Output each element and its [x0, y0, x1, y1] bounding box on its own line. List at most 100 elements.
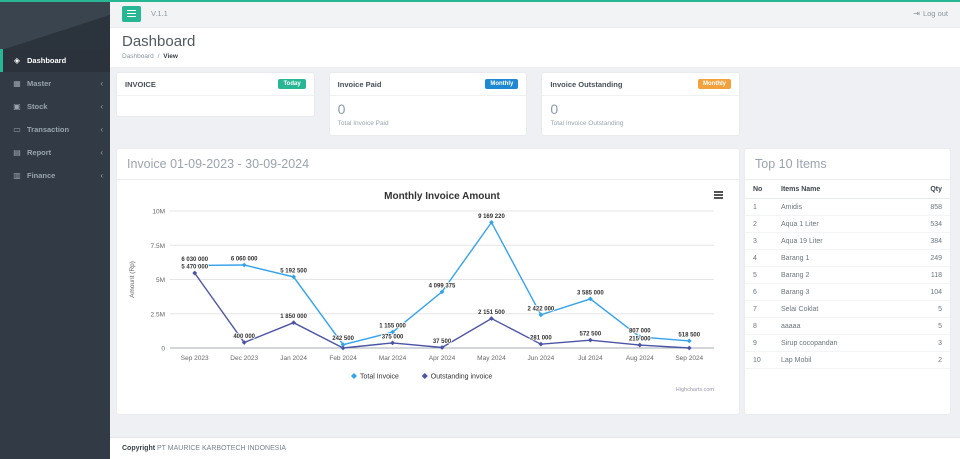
data-label: 6 060 000	[231, 257, 258, 263]
legend-label[interactable]: Total Invoice	[360, 374, 399, 381]
data-point[interactable]	[439, 345, 445, 351]
x-tick-label: Apr 2024	[429, 355, 456, 362]
sidebar-item-label: Stock	[27, 102, 48, 111]
data-label: 1 850 000	[280, 315, 307, 321]
legend-marker[interactable]	[421, 373, 428, 380]
sidebar-item-label: Dashboard	[27, 56, 67, 65]
breadcrumb: Dashboard / View	[122, 53, 948, 60]
table-row: 3 Aqua 19 Liter 384	[745, 232, 950, 251]
legend-label[interactable]: Outstanding invoice	[431, 374, 493, 381]
table-row: 1 Amidis 858	[745, 198, 950, 217]
file-icon: ▤	[13, 148, 21, 157]
data-point[interactable]	[340, 342, 346, 348]
data-label: 9 169 220	[478, 214, 505, 220]
data-point[interactable]	[538, 342, 544, 347]
cubes-icon: ▣	[13, 102, 21, 111]
data-point[interactable]	[192, 271, 198, 276]
data-label: 518 500	[678, 333, 700, 339]
data-point[interactable]	[637, 334, 643, 340]
chevron-left-icon: ‹	[100, 125, 103, 134]
menu-toggle-button[interactable]	[122, 5, 141, 22]
money-icon: ▥	[13, 171, 21, 180]
card-header: Invoice Outstanding Monthly	[542, 73, 740, 96]
top10-panel: Top 10 Items No Items Name Qty 1 Amidis 858 2…	[745, 149, 950, 415]
x-tick-label: Sep 2024	[675, 355, 703, 362]
x-tick-label: Aug 2024	[626, 355, 654, 362]
item-qty: 384	[901, 232, 950, 251]
item-qty: 249	[901, 249, 950, 268]
top10-col-qty: Qty	[901, 180, 950, 200]
item-name: Sirup cocopandan	[773, 334, 902, 353]
item-qty: 104	[901, 283, 950, 302]
row-no: 8	[745, 317, 773, 336]
data-label: 807 000	[629, 329, 651, 335]
data-point[interactable]	[390, 330, 395, 335]
sidebar: ◈ Dashboard ▦ Master ‹ ▣ Stock ‹ ▭ Transaction ‹ ▤ R…	[0, 0, 110, 459]
data-point[interactable]	[390, 340, 395, 346]
y-tick-label: 2.5M	[151, 312, 165, 319]
chart-context-menu-button[interactable]	[712, 189, 725, 201]
gem-icon: ◈	[13, 56, 21, 65]
data-point[interactable]	[686, 338, 692, 344]
row-no: 1	[745, 198, 773, 217]
data-point[interactable]	[291, 320, 297, 326]
data-label: 1 155 000	[379, 324, 406, 330]
breadcrumb-separator: /	[157, 53, 160, 60]
sidebar-item-dashboard[interactable]: ◈ Dashboard	[0, 49, 110, 72]
sidebar-item-transaction[interactable]: ▭ Transaction ‹	[0, 118, 110, 141]
invoice-chart-panel: Invoice 01-09-2023 - 30-09-2024 Monthly …	[117, 149, 739, 415]
footer-company-name: PT MAURICE KARBOTECH INDONESIA	[157, 445, 287, 452]
logout-link[interactable]: ⇥ Log out	[913, 9, 948, 18]
item-qty: 858	[901, 198, 950, 217]
top10-col-items-name: Items Name	[773, 180, 902, 200]
data-label: 572 500	[580, 332, 602, 338]
data-label: 4 099 375	[429, 284, 456, 290]
breadcrumb-parent[interactable]: Dashboard	[122, 53, 154, 60]
data-point[interactable]	[489, 316, 494, 322]
data-point[interactable]	[489, 220, 494, 226]
data-point[interactable]	[241, 340, 247, 346]
sidebar-item-label: Transaction	[27, 125, 70, 134]
data-label: 3 585 000	[577, 291, 604, 297]
sidebar-item-finance[interactable]: ▥ Finance ‹	[0, 164, 110, 187]
data-point[interactable]	[587, 338, 593, 343]
data-point[interactable]	[686, 345, 692, 351]
data-point[interactable]	[192, 263, 198, 269]
app-version: V.1.1	[151, 9, 168, 18]
sidebar-item-report[interactable]: ▤ Report ‹	[0, 141, 110, 164]
top10-body: 1 Amidis 858 2 Aqua 1 Liter 534 3 Aqua 19 Liter…	[745, 198, 950, 370]
card-body: 0 Total Invoice Outstanding	[542, 96, 739, 135]
table-row: 10 Lap Mobil 2	[745, 351, 950, 370]
data-point[interactable]	[637, 343, 643, 348]
data-point[interactable]	[241, 262, 247, 268]
stat-card-invoice-paid: Invoice Paid Monthly 0 Total Invoice Paid	[329, 73, 527, 136]
item-name: Aqua 1 Liter	[773, 215, 902, 234]
laptop-icon: ▭	[13, 125, 21, 134]
logout-icon: ⇥	[913, 9, 920, 18]
sidebar-item-label: Finance	[27, 171, 56, 180]
data-label: 37 500	[433, 339, 452, 345]
sidebar-item-stock[interactable]: ▣ Stock ‹	[0, 95, 110, 118]
topbar: V.1.1 ⇥ Log out	[110, 0, 960, 28]
y-tick-label: 10M	[152, 209, 165, 216]
item-name: aaaaa	[773, 317, 902, 336]
legend-marker[interactable]	[351, 373, 357, 380]
data-point[interactable]	[538, 312, 544, 318]
top10-header-row: No Items Name Qty	[745, 180, 950, 200]
chevron-left-icon: ‹	[100, 148, 103, 157]
card-caption: Total Invoice Paid	[337, 120, 389, 128]
card-body: 0 Total Invoice Paid	[330, 96, 527, 135]
table-row: 5 Barang 2 118	[745, 266, 950, 285]
table-row: 8 aaaaa 5	[745, 317, 950, 336]
sidebar-item-master[interactable]: ▦ Master ‹	[0, 72, 110, 95]
table-row: 9 Sirup cocopandan 3	[745, 334, 950, 353]
x-tick-label: Jun 2024	[528, 355, 555, 362]
card-title: Invoice Outstanding	[550, 79, 623, 89]
data-point[interactable]	[291, 274, 297, 280]
row-no: 10	[745, 351, 773, 370]
item-name: Selai Coklat	[773, 300, 902, 319]
data-point[interactable]	[340, 345, 346, 351]
data-point[interactable]	[439, 289, 445, 295]
sidebar-item-label: Master	[27, 79, 52, 88]
chart-credit[interactable]: Highcharts.com	[676, 387, 715, 393]
